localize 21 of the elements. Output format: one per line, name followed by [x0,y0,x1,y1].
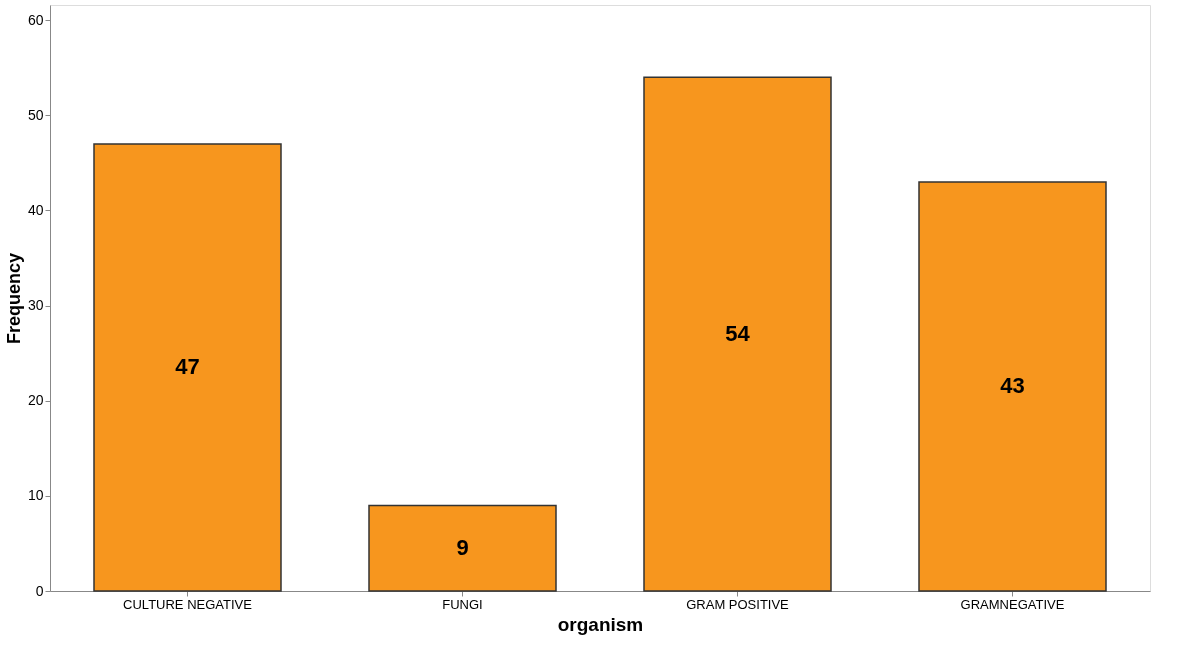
x-tick-label: GRAM POSITIVE [686,596,790,612]
data-label: 54 [725,321,751,347]
data-label: 43 [1000,373,1025,399]
y-tick-label: 40 [27,201,44,218]
y-axis-title: Frequency [3,252,24,345]
x-axis-title: organism [557,613,644,635]
data-label: 9 [456,535,469,561]
y-tick-label: 50 [27,106,44,123]
data-label: 47 [175,354,200,380]
y-tick-label: 30 [27,297,44,314]
x-tick-label: FUNGI [442,596,483,612]
bar [368,504,557,592]
x-tick-label: GRAMNEGATIVE [960,596,1065,612]
y-tick-label: 20 [27,392,44,409]
y-tick-label: 10 [27,487,44,504]
bar [93,143,282,592]
x-tick-label: CULTURE NEGATIVE [123,596,253,612]
bar [918,181,1107,592]
bar [643,76,832,592]
y-tick-label: 0 [35,582,44,599]
y-tick-label: 60 [27,11,44,28]
